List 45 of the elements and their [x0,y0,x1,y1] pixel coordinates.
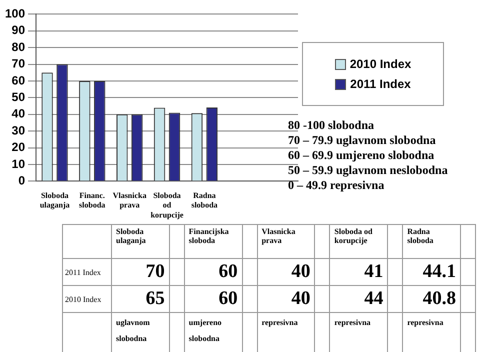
legend-label: 2010 Index [350,57,412,71]
text: 2010 Index [65,294,102,304]
text: 40 [257,258,315,286]
text: 41 [330,258,388,286]
y-tick-label: 30 [12,123,26,138]
x-tick-label: Vlasnicka prava [112,191,146,210]
text: 44 [330,286,388,312]
legend-label: 2011 Index [350,77,411,91]
y-tick-label: 40 [12,106,26,121]
y-tick-label: 10 [12,156,26,171]
text: 40.8 [402,286,460,312]
x-tick-label: Radna sloboda [191,191,218,210]
text: Vlasnicka prava [257,224,315,258]
y-tick-label: 90 [12,23,26,38]
text: 70 [112,258,170,286]
text: 60 [184,258,242,286]
y-tick-label: 70 [12,56,26,71]
text: uglavnom slobodna [112,312,170,352]
x-tick-label: Financ. sloboda [79,191,106,210]
x-tick-label: Sloboda od korupcije [150,191,184,220]
text: 44.1 [402,258,460,286]
y-tick-label: 20 [12,140,26,154]
text: 65 [112,286,170,312]
x-tick-label: Sloboda ulaganja [40,191,70,210]
text: 40 [257,286,315,312]
annotation: 80 -100 slobodna [288,118,376,133]
annotation: 70 – 79.9 uglavnom slobodna [288,133,437,148]
text: represivna [402,312,460,352]
annotation: 0 – 49.9 represivna [288,178,386,193]
text: Financijska sloboda [184,224,242,258]
annotation: 60 – 69.9 umjereno slobodna [288,148,436,163]
text: represivna [257,312,315,352]
text: represivna [330,312,388,352]
annotation: 50 – 59.9 uglavnom neslobodna [288,163,448,178]
text: Radna sloboda [402,224,460,258]
text: 60 [184,286,242,312]
text: umjereno slobodna [184,312,242,352]
y-tick-label: 50 [12,90,26,104]
text: Sloboda od korupcije [330,224,388,258]
y-tick-label: 100 [4,6,26,21]
text: 2011 Index [65,268,101,276]
y-tick-label: 60 [12,73,26,88]
y-tick-label: 80 [12,40,26,54]
y-tick-label: 0 [18,174,26,188]
text: Sloboda ulaganja [112,224,170,258]
